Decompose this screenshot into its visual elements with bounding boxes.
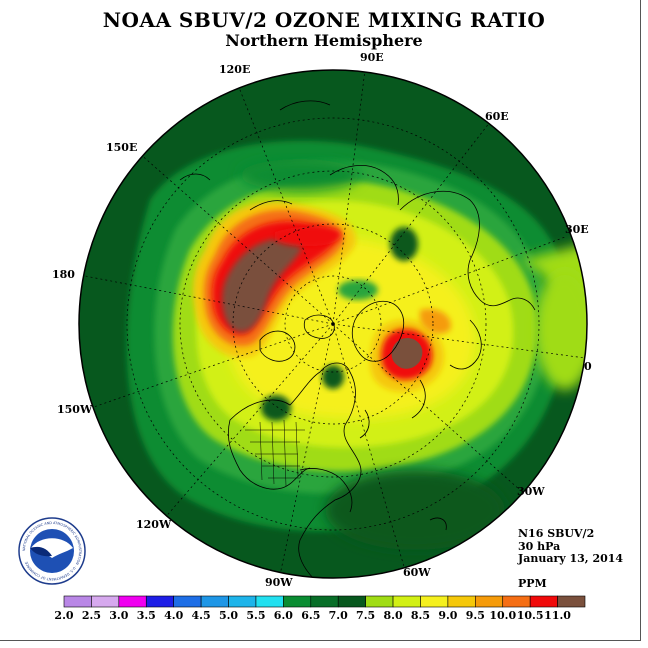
date-label: January 13, 2014 bbox=[518, 552, 624, 565]
ozone-field bbox=[79, 70, 587, 578]
lon-label: 0 bbox=[584, 360, 592, 373]
pressure-level: 30 hPa bbox=[518, 540, 561, 553]
colorbar-tick-label: 5.5 bbox=[246, 609, 265, 622]
lon-label: 180 bbox=[52, 268, 75, 281]
lon-label: 60E bbox=[485, 110, 509, 123]
colorbar-swatch bbox=[475, 595, 504, 608]
coastlines bbox=[179, 100, 536, 578]
colorbar-tick-label: 3.5 bbox=[137, 609, 156, 622]
colorbar-tick-label: 2.0 bbox=[54, 609, 73, 622]
colorbar-swatch bbox=[365, 595, 394, 608]
colorbar-swatch bbox=[63, 595, 92, 608]
colorbar-swatch bbox=[200, 595, 229, 608]
colorbar-tick-label: 2.5 bbox=[82, 609, 101, 622]
colorbar-tick-label: 9.5 bbox=[466, 609, 485, 622]
colorbar-swatch bbox=[228, 595, 257, 608]
colorbar-tick-label: 8.5 bbox=[411, 609, 430, 622]
colorbar-swatch bbox=[283, 595, 312, 608]
colorbar-swatch bbox=[118, 595, 147, 608]
colorbar-tick-label: 7.5 bbox=[356, 609, 375, 622]
logo-text: NOAA bbox=[39, 540, 65, 549]
colorbar-tick-label: 4.5 bbox=[192, 609, 211, 622]
map-title: NOAA SBUV/2 OZONE MIXING RATIO bbox=[102, 8, 546, 32]
lon-label: 150E bbox=[106, 141, 137, 154]
colorbar-swatch bbox=[420, 595, 449, 608]
state-borders bbox=[245, 419, 305, 487]
colorbar-tick-label: 6.5 bbox=[301, 609, 320, 622]
lon-label: 150W bbox=[57, 403, 93, 416]
colorbar-tick-label: 11.0 bbox=[544, 609, 571, 622]
colorbar-tick-label: 8.0 bbox=[383, 609, 402, 622]
lon-label: 120W bbox=[136, 518, 172, 531]
colorbar-tick-label: 10.5 bbox=[517, 609, 544, 622]
units-label: PPM bbox=[518, 577, 547, 590]
colorbar-swatch bbox=[173, 595, 202, 608]
lon-label: 90E bbox=[360, 51, 384, 64]
colorbar-swatch bbox=[91, 595, 120, 608]
colorbar-tick-label: 7.0 bbox=[329, 609, 348, 622]
longitude-labels: 90E 60E 30E 0 30W 60W 90W 120W 150W 180 … bbox=[52, 51, 592, 589]
colorbar-tick-label: 3.0 bbox=[109, 609, 128, 622]
graticule bbox=[79, 70, 586, 576]
lon-label: 90W bbox=[265, 576, 293, 589]
colorbar-tick-label: 6.0 bbox=[274, 609, 293, 622]
satellite-label: N16 SBUV/2 bbox=[518, 527, 595, 540]
colorbar-swatch bbox=[145, 595, 174, 608]
colorbar-swatch bbox=[447, 595, 476, 608]
lon-label: 60W bbox=[403, 566, 431, 579]
lon-label: 30W bbox=[517, 485, 545, 498]
colorbar-swatch bbox=[392, 595, 421, 608]
map-frame bbox=[0, 0, 641, 641]
colorbar-tick-label: 5.0 bbox=[219, 609, 238, 622]
colorbar-swatch bbox=[502, 595, 531, 608]
colorbar-swatch bbox=[310, 595, 339, 608]
map-subtitle: Northern Hemisphere bbox=[225, 31, 423, 50]
colorbar-swatch bbox=[557, 595, 586, 608]
colorbar: 2.0 2.5 3.0 3.5 4.0 4.5 5.0 5.5 6.0 6.5 7.0 7.5 8.0 8… bbox=[54, 595, 586, 622]
map-border bbox=[78, 69, 588, 579]
colorbar-tick-label: 9.0 bbox=[438, 609, 457, 622]
noaa-logo: NOAA NATIONAL OCEANIC AND ATMOSPHERIC AD… bbox=[18, 517, 86, 585]
colorbar-tick-label: 10.0 bbox=[489, 609, 516, 622]
colorbar-tick-label: 4.0 bbox=[164, 609, 183, 622]
lon-label: 30E bbox=[565, 223, 589, 236]
lon-label: 120E bbox=[219, 63, 250, 76]
colorbar-swatch bbox=[529, 595, 558, 608]
colorbar-swatch bbox=[255, 595, 284, 608]
colorbar-swatch bbox=[337, 595, 366, 608]
